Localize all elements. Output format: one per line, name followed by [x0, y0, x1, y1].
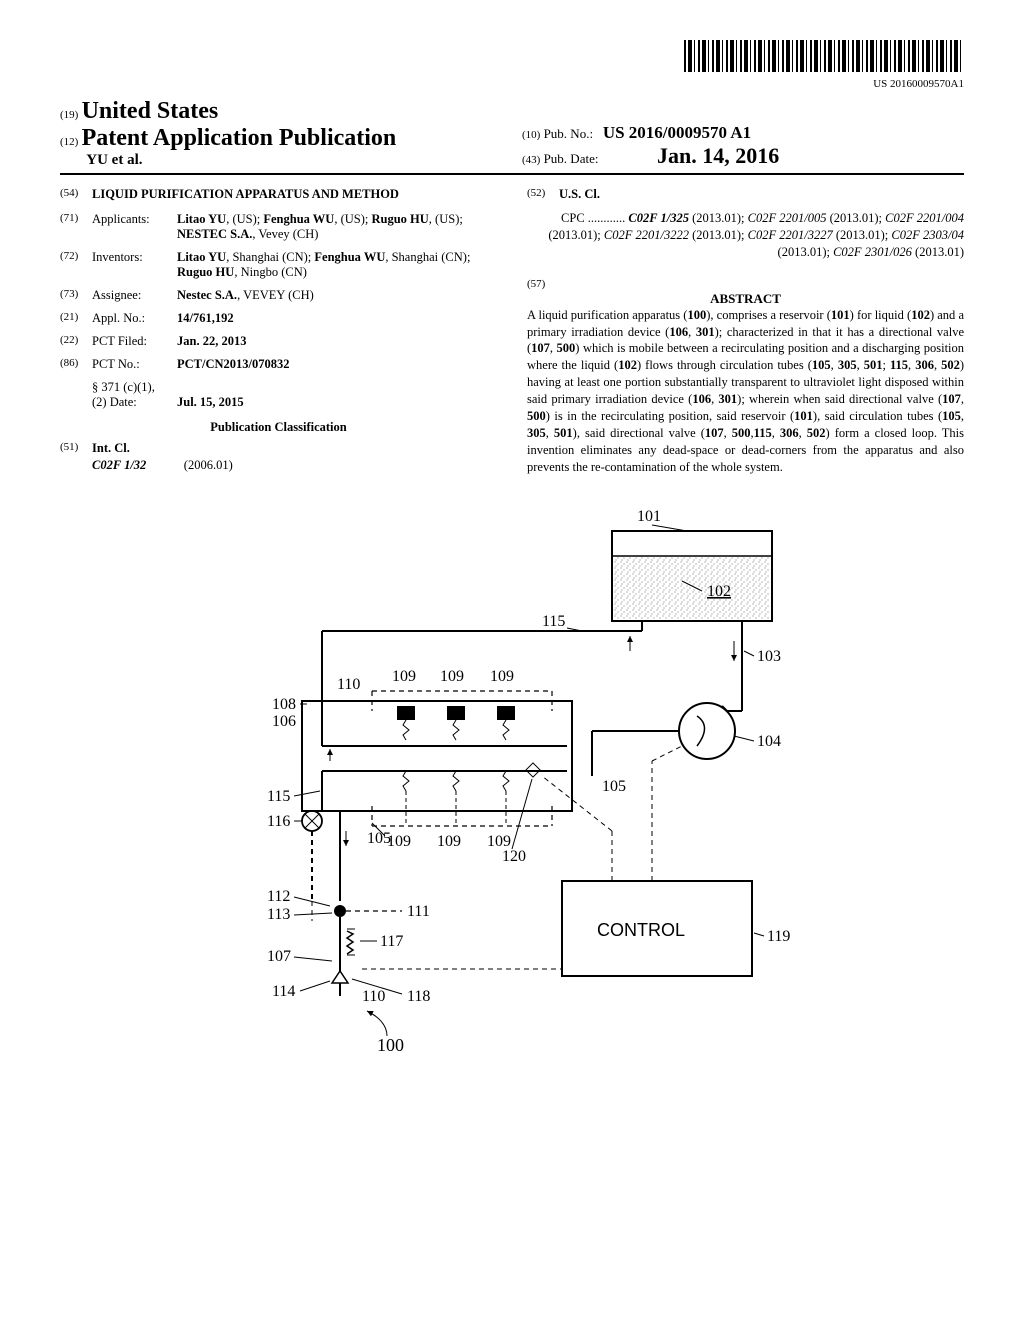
applno-label: Appl. No.: [92, 311, 177, 326]
publication-number: US 2016/0009570 A1 [603, 123, 751, 142]
pctfiled-value: Jan. 22, 2013 [177, 334, 246, 348]
ref-118: 118 [407, 988, 430, 1005]
pub-date-label: Pub. Date: [544, 151, 599, 166]
assignee-value: Nestec S.A., VEVEY (CH) [177, 288, 497, 303]
inventors-value: Litao YU, Shanghai (CN); Fenghua WU, Sha… [177, 250, 497, 280]
cpc-label: CPC ............ [561, 211, 625, 225]
country-name: United States [82, 98, 219, 124]
applno-value: 14/761,192 [177, 311, 234, 325]
document-header: (19) United States (12) Patent Applicati… [60, 98, 964, 175]
applicants-value: Litao YU, (US); Fenghua WU, (US); Ruguo … [177, 212, 497, 242]
ref-106: 106 [272, 713, 296, 730]
pub-date-code: (43) [522, 154, 540, 166]
barcode-graphic [684, 40, 964, 72]
pctfiled-code: (22) [60, 334, 92, 349]
ref-109b: 109 [440, 668, 464, 685]
pctno-label: PCT No.: [92, 357, 177, 372]
intcl-class: C02F 1/32 [92, 458, 146, 472]
s371-label1: § 371 (c)(1), [92, 380, 177, 395]
intcl-year: (2006.01) [184, 458, 233, 472]
intcl-label: Int. Cl. [92, 441, 130, 455]
pctno-value: PCT/CN2013/070832 [177, 357, 290, 371]
ref-107: 107 [267, 948, 291, 965]
cpc-classifications: CPC ............ C02F 1/325 (2013.01); C… [527, 210, 964, 261]
authors: YU et al. [86, 152, 142, 168]
s371-value: Jul. 15, 2015 [177, 395, 244, 409]
control-label: CONTROL [597, 920, 685, 940]
ref-104: 104 [757, 733, 781, 750]
ref-109d: 109 [387, 833, 411, 850]
ref-111: 111 [407, 903, 430, 920]
uscl-label: U.S. Cl. [559, 187, 600, 201]
abstract-label: ABSTRACT [710, 291, 781, 306]
pub-type-code: (12) [60, 136, 78, 148]
classification-header: Publication Classification [60, 420, 497, 435]
ref-120: 120 [502, 848, 526, 865]
ref-101: 101 [637, 508, 661, 525]
ref-105a: 105 [602, 778, 626, 795]
pctfiled-label: PCT Filed: [92, 334, 177, 349]
ref-108: 108 [272, 696, 296, 713]
ref-109a: 109 [392, 668, 416, 685]
intcl-code: (51) [60, 441, 92, 456]
uscl-code: (52) [527, 187, 559, 202]
ref-119: 119 [767, 928, 790, 945]
ref-112: 112 [267, 888, 290, 905]
s371-label2: (2) Date: [92, 395, 177, 410]
ref-113: 113 [267, 906, 290, 923]
ref-103: 103 [757, 648, 781, 665]
figure-svg: 101 102 103 104 105 106 108 110 109 109 … [212, 501, 812, 1061]
patent-figure: 101 102 103 104 105 106 108 110 109 109 … [60, 501, 964, 1065]
pub-no-code: (10) [522, 129, 540, 141]
abstract-code: (57) [527, 278, 545, 290]
bibliographic-columns: (54) LIQUID PURIFICATION APPARATUS AND M… [60, 187, 964, 481]
applno-code: (21) [60, 311, 92, 326]
barcode-region: US 20160009570A1 [60, 40, 964, 90]
inventors-code: (72) [60, 250, 92, 280]
publication-type: Patent Application Publication [82, 125, 397, 151]
publication-date: Jan. 14, 2016 [657, 143, 779, 168]
pctno-code: (86) [60, 357, 92, 372]
assignee-code: (73) [60, 288, 92, 303]
ref-116: 116 [267, 813, 290, 830]
applicants-label: Applicants: [92, 212, 177, 242]
pub-no-label: Pub. No.: [544, 126, 593, 141]
right-column: (52) U.S. Cl. CPC ............ C02F 1/32… [527, 187, 964, 481]
ref-110a: 110 [337, 676, 360, 693]
inventors-label: Inventors: [92, 250, 177, 280]
ref-115b: 115 [267, 788, 290, 805]
left-column: (54) LIQUID PURIFICATION APPARATUS AND M… [60, 187, 497, 481]
title-code: (54) [60, 187, 92, 202]
ref-115a: 115 [542, 613, 565, 630]
country-code: (19) [60, 109, 78, 121]
ref-117: 117 [380, 933, 403, 950]
assignee-label: Assignee: [92, 288, 177, 303]
invention-title: LIQUID PURIFICATION APPARATUS AND METHOD [92, 187, 497, 202]
applicants-code: (71) [60, 212, 92, 242]
ref-109e: 109 [437, 833, 461, 850]
ref-102: 102 [707, 583, 731, 600]
ref-100: 100 [377, 1035, 404, 1055]
ref-109c: 109 [490, 668, 514, 685]
abstract-text: A liquid purification apparatus (100), c… [527, 307, 964, 476]
ref-110b: 110 [362, 988, 385, 1005]
ref-114: 114 [272, 983, 295, 1000]
barcode-number: US 20160009570A1 [60, 78, 964, 90]
